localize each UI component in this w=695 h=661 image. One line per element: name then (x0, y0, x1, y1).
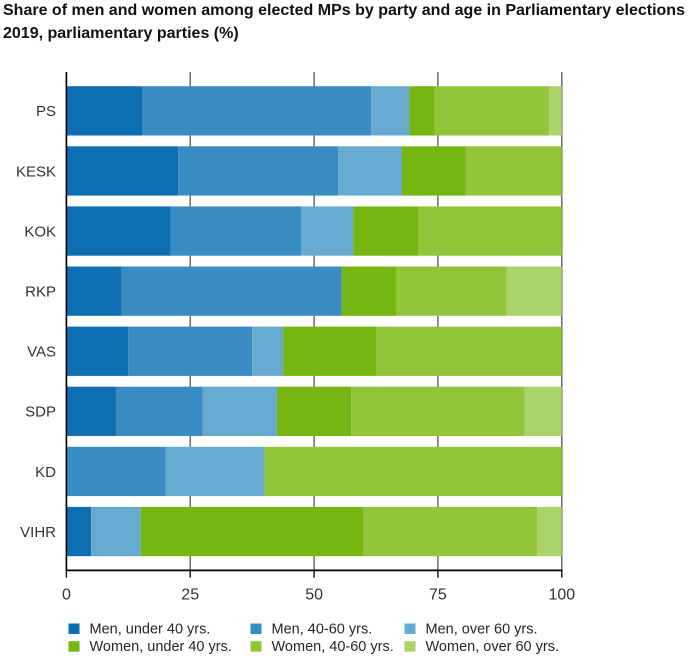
svg-text:75: 75 (429, 587, 447, 604)
svg-text:RKP: RKP (25, 283, 56, 300)
svg-text:Men, under 40 yrs.: Men, under 40 yrs. (90, 621, 211, 637)
svg-text:KD: KD (35, 464, 56, 481)
svg-text:Women, under 40 yrs.: Women, under 40 yrs. (90, 639, 232, 655)
svg-text:KOK: KOK (24, 223, 56, 240)
svg-text:25: 25 (181, 587, 199, 604)
svg-text:PS: PS (36, 103, 56, 120)
svg-text:VIHR: VIHR (20, 524, 56, 541)
svg-text:50: 50 (305, 587, 323, 604)
svg-text:Women, over 60 yrs.: Women, over 60 yrs. (426, 639, 560, 655)
svg-text:KESK: KESK (16, 163, 56, 180)
svg-text:VAS: VAS (27, 344, 56, 361)
svg-text:Men, over 60 yrs.: Men, over 60 yrs. (426, 621, 538, 637)
svg-text:100: 100 (548, 587, 575, 604)
svg-text:0: 0 (62, 587, 71, 604)
svg-text:SDP: SDP (25, 404, 56, 421)
svg-text:Men, 40-60 yrs.: Men, 40-60 yrs. (272, 621, 373, 637)
svg-text:Women, 40-60 yrs.: Women, 40-60 yrs. (272, 639, 394, 655)
